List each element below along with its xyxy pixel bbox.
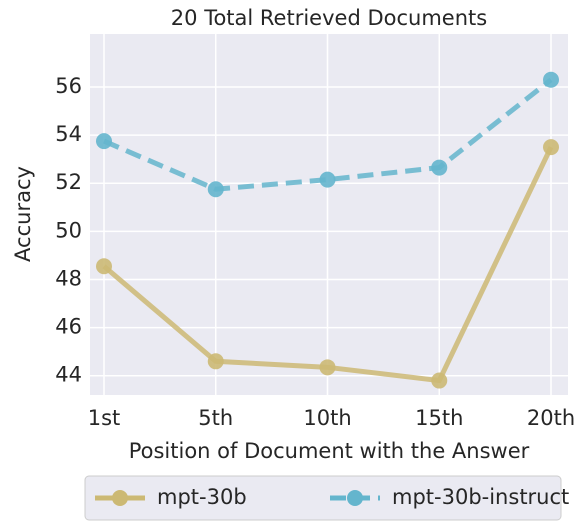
data-point: [319, 359, 336, 376]
legend-label: mpt-30b: [157, 485, 247, 509]
data-point: [431, 159, 448, 176]
y-tick-label: 56: [55, 74, 82, 98]
series-line: [103, 77, 553, 192]
x-tick-label: 1st: [88, 406, 121, 430]
y-tick-label: 52: [55, 170, 82, 194]
data-point: [96, 258, 112, 275]
legend-marker: [347, 490, 363, 506]
x-tick-label: 10th: [303, 406, 351, 430]
data-point: [431, 372, 448, 389]
x-tick-label: 5th: [198, 406, 233, 430]
data-point: [96, 133, 112, 150]
legend-label: mpt-30b-instruct: [392, 485, 569, 509]
chart-title: 20 Total Retrieved Documents: [171, 6, 487, 30]
data-point: [543, 139, 559, 156]
x-tick-label: 20th: [527, 406, 575, 430]
data-point: [207, 353, 224, 370]
data-point: [319, 171, 336, 188]
y-tick-label: 54: [55, 122, 82, 146]
y-tick-label: 44: [55, 363, 82, 387]
x-tick-label: 15th: [415, 406, 463, 430]
legend-marker: [112, 490, 128, 506]
data-point: [543, 71, 559, 88]
legend-box: [84, 475, 562, 521]
y-tick-label: 48: [55, 266, 82, 290]
plot-area: [90, 34, 568, 395]
y-axis-label: Accuracy: [11, 166, 35, 262]
data-point: [207, 181, 224, 198]
x-axis-label: Position of Document with the Answer: [129, 439, 530, 463]
y-tick-label: 46: [55, 315, 82, 339]
y-tick-label: 50: [55, 218, 82, 242]
